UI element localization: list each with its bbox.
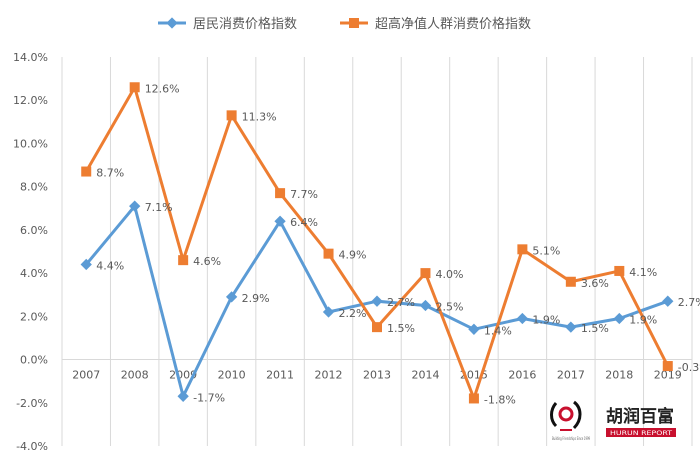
x-tick-label: 2016 xyxy=(508,369,536,382)
hnwi-data-label: 1.5% xyxy=(387,322,415,335)
cpi-data-label: 1.5% xyxy=(581,322,609,335)
x-tick-label: 2012 xyxy=(315,369,343,382)
cpi-data-label: 2.9% xyxy=(242,292,270,305)
legend-label-hnwi: 超高净值人群消费价格指数 xyxy=(375,16,531,32)
hnwi-data-label: 7.7% xyxy=(290,188,318,201)
hnwi-data-label: 4.9% xyxy=(339,249,367,262)
hnwi-point xyxy=(468,393,479,404)
cpi-point xyxy=(468,323,480,335)
label-layer: 4.4% 7.1% -1.7% 2.9% 6.4% 2.2% 2.7% 2.5% 1.4% 1.9… xyxy=(96,82,700,406)
x-tick-label: 2010 xyxy=(218,369,246,382)
logo-name: 胡润百富 xyxy=(606,406,674,427)
cpi-data-label: 2.7% xyxy=(387,296,415,309)
hnwi-data-label: -0.3% xyxy=(678,361,700,374)
cpi-point xyxy=(662,295,674,307)
hnwi-data-label: 12.6% xyxy=(145,82,180,95)
hnwi-data-label: 4.6% xyxy=(193,255,221,268)
y-tick-label: -2.0% xyxy=(16,397,48,410)
y-tick-label: -4.0% xyxy=(16,440,48,453)
hnwi-point xyxy=(81,166,92,177)
hnwi-point xyxy=(323,248,334,259)
x-tick-label: 2014 xyxy=(411,369,439,382)
y-tick-label: 6.0% xyxy=(20,224,48,237)
cpi-data-label: 2.2% xyxy=(339,307,367,320)
cpi-data-label: 6.4% xyxy=(290,216,318,229)
logo-emblem-caption: Building Friendships Since 1999 xyxy=(552,436,590,441)
x-tick-label: 2018 xyxy=(605,369,633,382)
cpi-data-label: 2.5% xyxy=(435,301,463,314)
cpi-point xyxy=(177,390,189,402)
cpi-data-label: 1.4% xyxy=(484,324,512,337)
y-tick-label: 14.0% xyxy=(13,51,48,64)
cpi-point xyxy=(225,291,238,303)
y-tick-label: 2.0% xyxy=(20,310,48,323)
hnwi-data-label: 3.6% xyxy=(581,277,609,290)
y-tick-label: 0.0% xyxy=(20,354,48,367)
cpi-data-label: 4.4% xyxy=(96,259,124,272)
hnwi-point xyxy=(178,255,189,266)
legend-label-cpi: 居民消费价格指数 xyxy=(193,16,297,32)
cpi-point xyxy=(419,299,432,312)
hnwi-point xyxy=(662,361,673,372)
hnwi-point xyxy=(275,188,286,199)
hnwi-point xyxy=(129,82,140,93)
y-tick-label: 12.0% xyxy=(13,94,48,107)
hnwi-data-label: 8.7% xyxy=(96,167,124,180)
hnwi-point xyxy=(565,276,576,287)
cpi-point xyxy=(274,215,286,227)
legend-item-hnwi: 超高净值人群消费价格指数 xyxy=(340,16,531,32)
hnwi-point xyxy=(614,265,625,276)
cpi-data-label: 7.1% xyxy=(145,201,173,214)
hnwi-data-label: -1.8% xyxy=(484,393,516,406)
hnwi-data-label: 11.3% xyxy=(242,110,277,123)
x-tick-label: 2011 xyxy=(266,369,294,382)
hnwi-data-label: 4.1% xyxy=(629,266,657,279)
cpi-point xyxy=(322,306,335,318)
cpi-point xyxy=(565,321,577,333)
logo-subtitle: HURUN REPORT xyxy=(610,430,672,437)
cpi-data-label: 2.7% xyxy=(678,296,700,309)
hurun-logo: Building Friendships Since 1999 胡润百富 HUR… xyxy=(550,400,676,441)
x-tick-label: 2019 xyxy=(654,369,682,382)
cpi-data-label: 1.9% xyxy=(532,313,560,326)
x-tick-label: 2017 xyxy=(557,369,585,382)
cpi-point xyxy=(516,312,529,325)
x-tick-label: 2008 xyxy=(121,369,149,382)
hurun-emblem-icon: Building Friendships Since 1999 xyxy=(550,400,590,441)
x-tick-label: 2013 xyxy=(363,369,391,382)
hnwi-data-label: 5.1% xyxy=(532,244,560,257)
legend-marker-hnwi xyxy=(349,18,359,28)
hnwi-point xyxy=(420,268,431,279)
axis-layer: 14.0% 12.0% 10.0% 8.0% 6.0% 4.0% 2.0% 0.0% -2.0%… xyxy=(13,51,692,453)
cpi-point xyxy=(129,200,141,212)
hnwi-point xyxy=(226,110,237,121)
cpi-point xyxy=(371,295,383,307)
cpi-data-label: -1.7% xyxy=(193,391,225,404)
x-tick-label: 2007 xyxy=(72,369,100,382)
logo-subtitle-bar xyxy=(606,428,676,437)
cpi-data-label: 1.9% xyxy=(629,313,657,326)
y-tick-label: 8.0% xyxy=(20,181,48,194)
y-tick-label: 10.0% xyxy=(13,137,48,150)
legend: 居民消费价格指数 超高净值人群消费价格指数 xyxy=(158,16,531,32)
cpi-point xyxy=(613,312,625,325)
hnwi-point xyxy=(372,322,382,333)
hnwi-data-label: 4.0% xyxy=(435,268,463,281)
series-layer xyxy=(80,82,674,404)
y-tick-label: 4.0% xyxy=(20,267,48,280)
hnwi-point xyxy=(517,244,528,255)
grid-layer xyxy=(61,57,693,446)
